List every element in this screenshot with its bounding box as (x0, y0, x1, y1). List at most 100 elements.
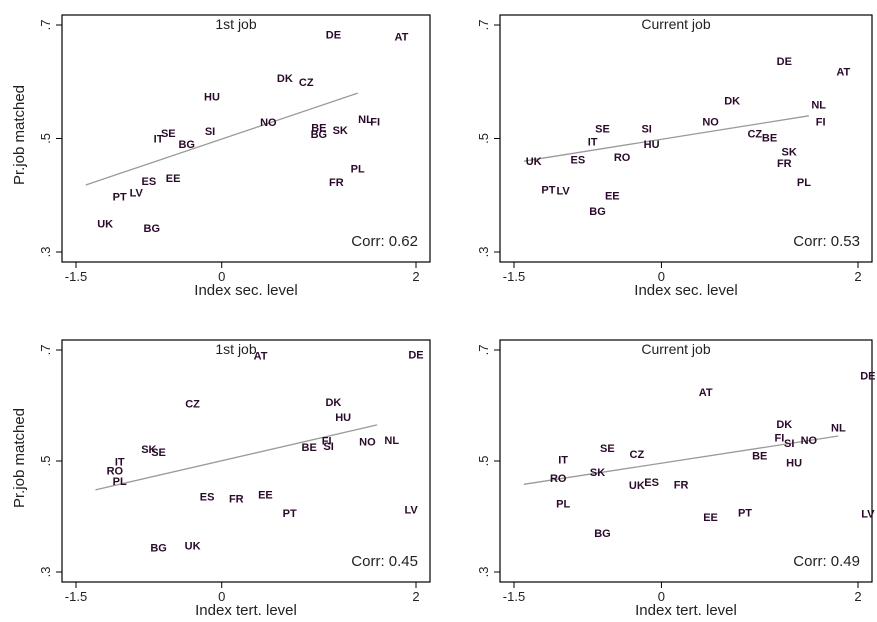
scatter-panel-1: .3 .5 .7 -1.5 0 2 Index sec. level 1st job DE AT D… (38, 14, 431, 299)
country-point-be: BE (311, 123, 326, 135)
x-tick-label: 2 (412, 269, 419, 284)
country-point-si: SI (784, 438, 794, 450)
y-tick-label: .3 (476, 567, 491, 578)
country-point-nl: NL (384, 435, 399, 447)
country-point-uk: UK (97, 219, 113, 231)
x-tick-label: 0 (218, 269, 225, 284)
country-point-ee: EE (258, 489, 273, 501)
correlation-annotation: Corr: 0.49 (793, 553, 860, 570)
country-point-de: DE (777, 56, 792, 68)
correlation-annotation: Corr: 0.45 (351, 553, 418, 570)
country-point-lv: LV (130, 187, 144, 199)
fit-line (85, 92, 358, 186)
fit-line (523, 435, 839, 485)
country-point-be: BE (302, 442, 317, 454)
country-point-no: NO (260, 117, 277, 129)
x-axis-label: Index sec. level (194, 282, 297, 299)
country-point-bg: BG (144, 223, 161, 235)
country-point-fi: FI (816, 116, 826, 128)
country-point-uk: UK (185, 540, 201, 552)
y-tick-label: .7 (476, 20, 491, 31)
country-point-ro: RO (550, 473, 567, 485)
country-point-hu: HU (644, 139, 660, 151)
country-point-es: ES (571, 154, 586, 166)
x-tick-label: 2 (854, 589, 861, 604)
country-point-es: ES (142, 176, 157, 188)
country-point-uk: UK (526, 156, 542, 168)
correlation-annotation: Corr: 0.62 (351, 233, 418, 250)
correlation-annotation: Corr: 0.53 (793, 233, 860, 250)
x-tick-label: -1.5 (503, 589, 525, 604)
country-point-ee: EE (166, 173, 181, 185)
country-point-bg: BG (150, 543, 167, 555)
country-point-cz: CZ (299, 77, 314, 89)
x-tick-label: -1.5 (503, 269, 525, 284)
x-tick-label: 2 (854, 269, 861, 284)
panel-title: Current job (641, 16, 710, 32)
y-tick-label: .5 (476, 133, 491, 144)
scatter-panels: .3 .5 .7 -1.5 0 2 Index sec. level 1st job DE AT D… (38, 14, 875, 619)
scatter-panel-4: .3 .5 .7 -1.5 0 2 Index tert. level Current job… (476, 339, 875, 619)
y-tick-label: .7 (38, 20, 53, 31)
country-point-sk: SK (590, 467, 605, 479)
country-point-pt: PT (113, 191, 127, 203)
country-point-fi: FI (370, 116, 380, 128)
country-point-bg: BG (311, 129, 328, 141)
country-point-lv: LV (557, 186, 571, 198)
y-tick-label: .3 (38, 247, 53, 258)
y-tick-label: .3 (38, 567, 53, 578)
country-point-ee: EE (703, 512, 718, 524)
fit-line (523, 115, 809, 162)
country-point-bg: BG (594, 528, 611, 540)
country-point-bg: BG (178, 139, 195, 151)
country-point-it: IT (588, 136, 598, 148)
country-point-pt: PT (738, 508, 752, 520)
country-point-fi: FI (322, 435, 332, 447)
fit-line (95, 424, 378, 491)
country-point-se: SE (161, 128, 176, 140)
country-point-es: ES (200, 492, 215, 504)
country-point-dk: DK (277, 73, 293, 85)
country-point-at: AT (836, 67, 850, 79)
x-tick-label: -1.5 (65, 589, 87, 604)
panel-title: 1st job (215, 16, 256, 32)
country-point-at: AT (254, 351, 268, 363)
country-point-de: DE (860, 371, 875, 383)
y-axis-label-bottom: Pr.job matched (11, 408, 28, 508)
country-point-it: IT (115, 457, 125, 469)
country-point-lv: LV (861, 509, 875, 521)
country-point-it: IT (558, 454, 568, 466)
country-point-se: SE (600, 443, 615, 455)
country-point-it: IT (154, 134, 164, 146)
x-tick-label: 0 (658, 269, 665, 284)
country-point-se: SE (595, 123, 610, 135)
x-axis-label: Index tert. level (195, 602, 297, 619)
x-tick-label: -1.5 (65, 269, 87, 284)
y-axis-label-top: Pr.job matched (11, 85, 28, 185)
country-point-si: SI (205, 126, 215, 138)
country-point-at: AT (699, 387, 713, 399)
country-point-es: ES (644, 477, 659, 489)
country-point-sk: SK (141, 444, 156, 456)
country-point-cz: CZ (185, 398, 200, 410)
country-point-pt: PT (283, 508, 297, 520)
country-point-fr: FR (229, 494, 244, 506)
panel-title: 1st job (215, 341, 256, 357)
country-point-hu: HU (335, 412, 351, 424)
country-point-be: BE (762, 132, 777, 144)
country-point-fi: FI (774, 433, 784, 445)
x-axis-label: Index sec. level (634, 282, 737, 299)
y-tick-label: .3 (476, 247, 491, 258)
country-point-hu: HU (204, 92, 220, 104)
country-point-pl: PL (113, 476, 127, 488)
country-point-nl: NL (831, 423, 846, 435)
country-point-be: BE (752, 450, 767, 462)
country-point-cz: CZ (747, 128, 762, 140)
country-point-cz: CZ (630, 449, 645, 461)
country-point-lv: LV (405, 504, 419, 516)
country-point-no: NO (801, 435, 818, 447)
country-point-bg: BG (589, 206, 606, 218)
country-point-no: NO (702, 116, 719, 128)
